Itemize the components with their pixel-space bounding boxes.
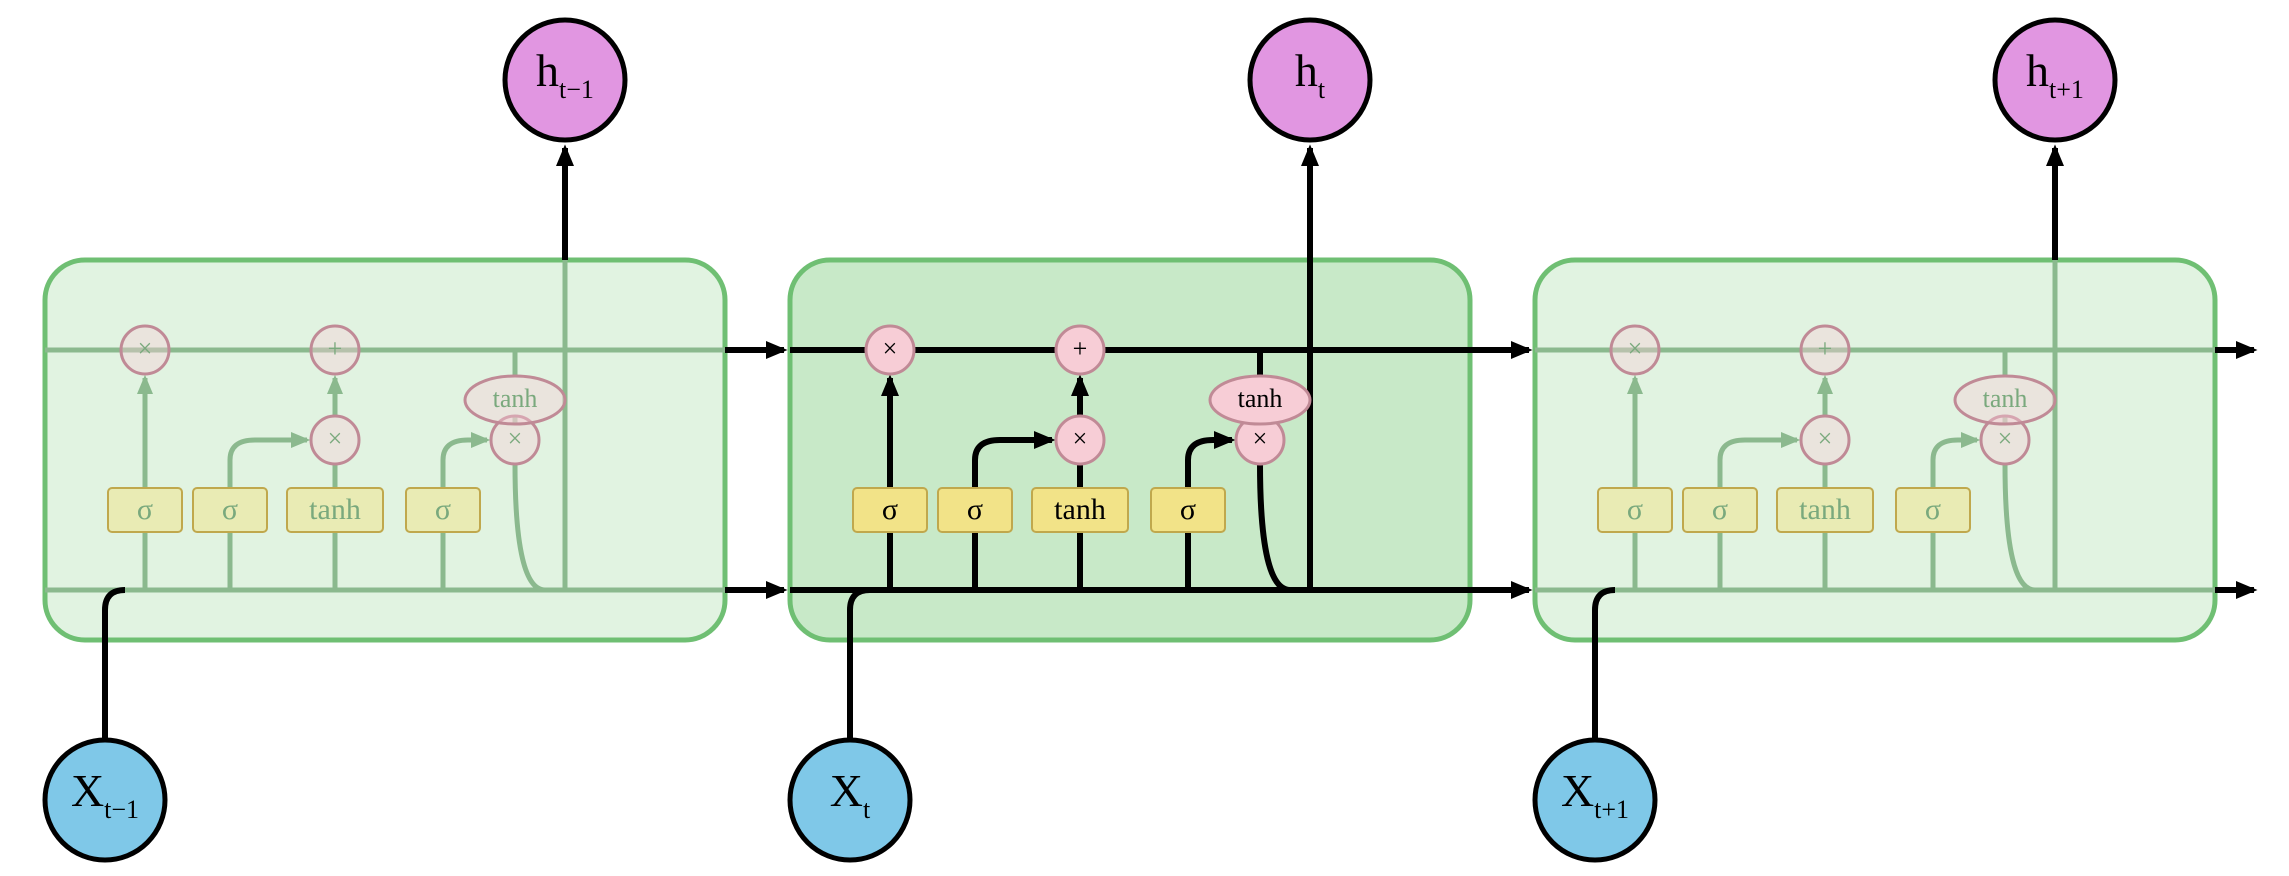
svg-text:+: + bbox=[1818, 334, 1833, 363]
svg-text:σ: σ bbox=[222, 493, 238, 526]
svg-text:×: × bbox=[328, 424, 343, 453]
svg-text:σ: σ bbox=[1180, 493, 1196, 526]
lstm-cell-faded: σ σ tanh σ × + × × tanh bbox=[1535, 260, 2215, 640]
svg-text:σ: σ bbox=[1925, 493, 1941, 526]
svg-text:tanh: tanh bbox=[493, 384, 538, 413]
lstm-cell-faded: σ σ tanh σ × + × × tanh bbox=[45, 260, 725, 640]
svg-text:tanh: tanh bbox=[1799, 493, 1851, 526]
svg-text:σ: σ bbox=[967, 493, 983, 526]
svg-text:tanh: tanh bbox=[1983, 384, 2028, 413]
svg-text:σ: σ bbox=[1627, 493, 1643, 526]
lstm-diagram: σ σ tanh σ × + × × tanh σ σ tanh σ × + × × tanh σ σ tanh σ × + ×… bbox=[0, 0, 2289, 876]
svg-text:tanh: tanh bbox=[1054, 493, 1106, 526]
svg-text:tanh: tanh bbox=[309, 493, 361, 526]
lstm-cell-focus: σ σ tanh σ × + × × tanh bbox=[790, 260, 1470, 640]
svg-text:+: + bbox=[1073, 334, 1088, 363]
svg-text:σ: σ bbox=[1712, 493, 1728, 526]
svg-text:×: × bbox=[1628, 334, 1643, 363]
svg-text:×: × bbox=[883, 334, 898, 363]
svg-text:tanh: tanh bbox=[1238, 384, 1283, 413]
svg-text:×: × bbox=[1073, 424, 1088, 453]
svg-text:+: + bbox=[328, 334, 343, 363]
svg-text:×: × bbox=[1818, 424, 1833, 453]
svg-text:σ: σ bbox=[137, 493, 153, 526]
svg-text:×: × bbox=[508, 424, 523, 453]
svg-text:×: × bbox=[138, 334, 153, 363]
svg-text:×: × bbox=[1998, 424, 2013, 453]
svg-text:σ: σ bbox=[435, 493, 451, 526]
svg-text:σ: σ bbox=[882, 493, 898, 526]
svg-text:×: × bbox=[1253, 424, 1268, 453]
